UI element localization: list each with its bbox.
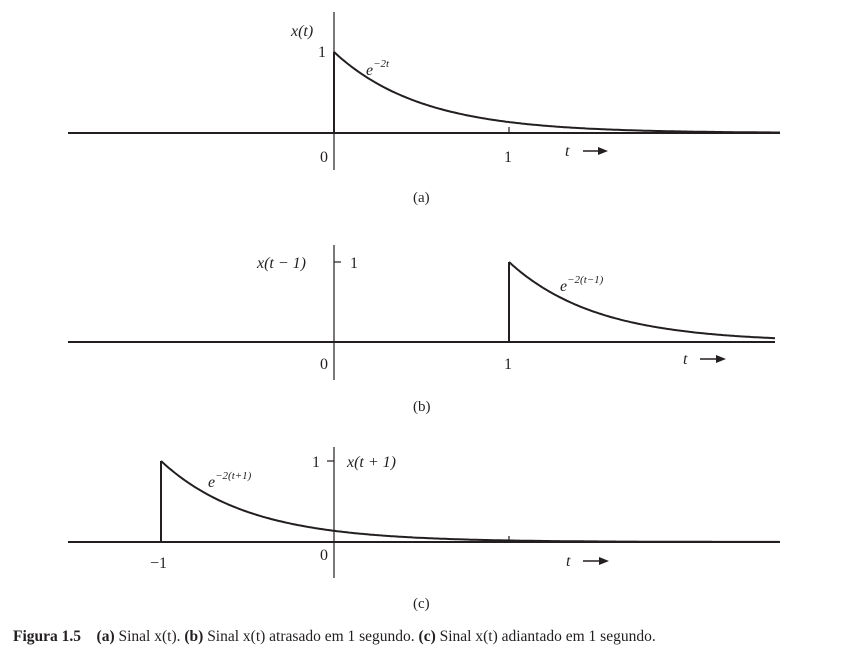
peak-label-b: 1 bbox=[350, 255, 358, 272]
origin-label-b: 0 bbox=[320, 356, 328, 373]
expr-base-b: e bbox=[560, 278, 567, 295]
caption-figure-number: Figura 1.5 bbox=[13, 628, 82, 645]
caption-tag-b: (b) bbox=[184, 628, 204, 645]
expr-exponent-c: −2(t+1) bbox=[215, 470, 252, 482]
svg-text:e−2(t−1): e−2(t−1) bbox=[560, 274, 604, 295]
y-axis-label-c: x(t + 1) bbox=[346, 454, 396, 471]
origin-label-a: 0 bbox=[320, 149, 328, 166]
arrow-icon-c bbox=[583, 557, 609, 565]
svg-text:e−2(t+1): e−2(t+1) bbox=[208, 470, 252, 491]
arrow-icon-a bbox=[583, 147, 608, 155]
exponential-decay-b bbox=[508, 261, 776, 340]
panel-c: 1 x(t + 1) e−2(t+1) 0 −1 t (c) bbox=[68, 447, 780, 612]
panel-label-c: (c) bbox=[413, 596, 430, 612]
panel-a: x(t) 1 e−2t 0 1 t (a) bbox=[68, 12, 780, 206]
caption-text-c: Sinal x(t) adiantado em 1 segundo. bbox=[439, 628, 656, 645]
caption-tag-a: (a) bbox=[96, 628, 115, 645]
caption-tag-c: (c) bbox=[418, 628, 436, 645]
tick-label-c: −1 bbox=[150, 555, 167, 572]
expr-base-c: e bbox=[208, 474, 215, 491]
t-label-c: t bbox=[566, 553, 571, 570]
y-axis-label-b: x(t − 1) bbox=[256, 255, 306, 272]
origin-label-c: 0 bbox=[320, 547, 328, 564]
signal-curve-b bbox=[68, 262, 510, 343]
caption-text-a: Sinal x(t). bbox=[118, 628, 181, 645]
tick-label-b: 1 bbox=[504, 356, 512, 373]
expr-exponent-b: −2(t−1) bbox=[567, 274, 604, 286]
panel-label-b: (b) bbox=[413, 399, 431, 415]
caption-text-b: Sinal x(t) atrasado em 1 segundo. bbox=[207, 628, 415, 645]
t-label-a: t bbox=[565, 143, 570, 160]
svg-text:e−2t: e−2t bbox=[366, 58, 390, 79]
expr-exponent-a: −2t bbox=[373, 58, 390, 70]
signal-curve-c bbox=[68, 461, 162, 543]
figure-caption: Figura 1.5 (a) Sinal x(t). (b) Sinal x(t… bbox=[13, 628, 843, 646]
tick-label-a: 1 bbox=[504, 149, 512, 166]
panel-b: x(t − 1) 1 e−2(t−1) 0 1 t (b) bbox=[68, 245, 776, 415]
peak-label-a: 1 bbox=[318, 44, 326, 61]
exponential-decay-c bbox=[160, 460, 779, 543]
panel-label-a: (a) bbox=[413, 190, 430, 206]
exponential-decay-a bbox=[333, 51, 780, 134]
peak-label-c: 1 bbox=[312, 454, 320, 471]
t-label-b: t bbox=[683, 351, 688, 368]
arrow-icon-b bbox=[700, 355, 726, 363]
expr-base-a: e bbox=[366, 62, 373, 79]
signal-curve-a bbox=[68, 52, 335, 134]
y-axis-label-a: x(t) bbox=[290, 23, 313, 40]
